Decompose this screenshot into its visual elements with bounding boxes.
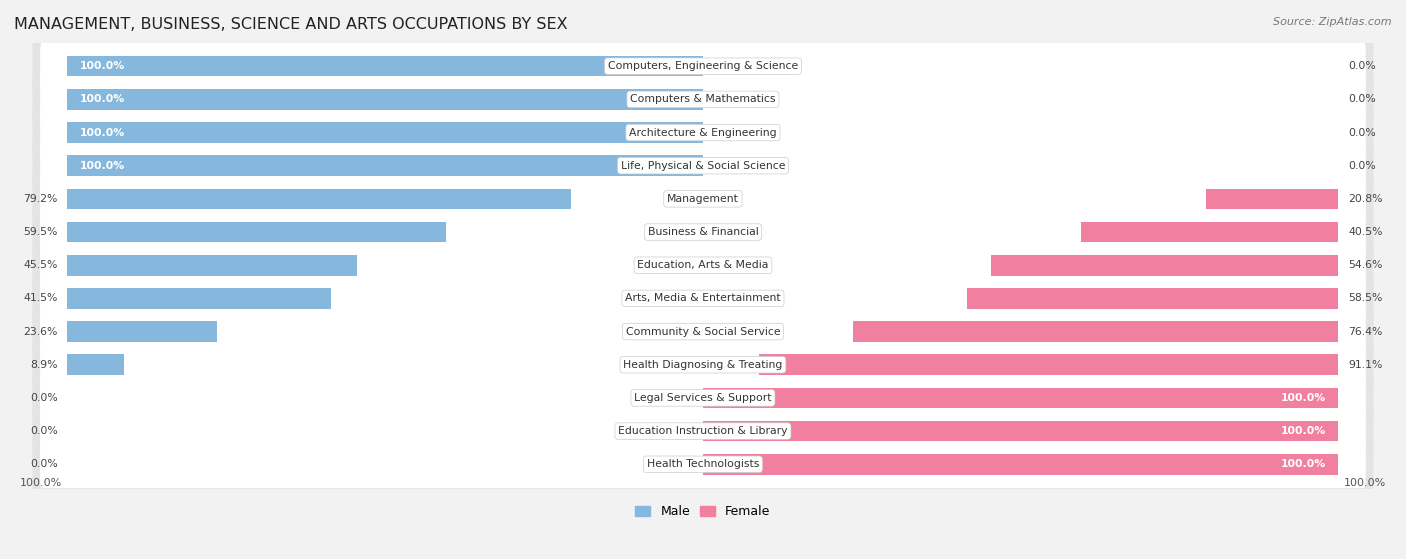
FancyBboxPatch shape: [32, 232, 1374, 299]
Text: 0.0%: 0.0%: [1348, 127, 1375, 138]
Bar: [67, 288, 332, 309]
FancyBboxPatch shape: [32, 66, 1374, 132]
Bar: [853, 321, 1339, 342]
FancyBboxPatch shape: [41, 241, 1365, 289]
Text: 45.5%: 45.5%: [24, 260, 58, 270]
Bar: [67, 155, 703, 176]
FancyBboxPatch shape: [32, 165, 1374, 232]
Text: Management: Management: [666, 194, 740, 204]
Text: 59.5%: 59.5%: [24, 227, 58, 237]
Text: Computers, Engineering & Science: Computers, Engineering & Science: [607, 61, 799, 71]
FancyBboxPatch shape: [41, 341, 1365, 389]
Text: Community & Social Service: Community & Social Service: [626, 326, 780, 337]
FancyBboxPatch shape: [32, 265, 1374, 331]
Text: Education Instruction & Library: Education Instruction & Library: [619, 426, 787, 436]
FancyBboxPatch shape: [41, 75, 1365, 123]
Text: 100.0%: 100.0%: [20, 478, 62, 488]
Text: 0.0%: 0.0%: [1348, 160, 1375, 170]
Text: 100.0%: 100.0%: [1281, 393, 1326, 403]
Bar: [967, 288, 1339, 309]
Text: 100.0%: 100.0%: [1281, 426, 1326, 436]
Text: 100.0%: 100.0%: [80, 127, 125, 138]
Text: Arts, Media & Entertainment: Arts, Media & Entertainment: [626, 293, 780, 304]
FancyBboxPatch shape: [32, 132, 1374, 199]
FancyBboxPatch shape: [32, 33, 1374, 100]
Text: 100.0%: 100.0%: [80, 94, 125, 105]
Bar: [67, 222, 446, 243]
Text: 0.0%: 0.0%: [30, 393, 58, 403]
Text: 100.0%: 100.0%: [80, 160, 125, 170]
FancyBboxPatch shape: [32, 331, 1374, 398]
Text: Computers & Mathematics: Computers & Mathematics: [630, 94, 776, 105]
Text: 0.0%: 0.0%: [1348, 61, 1375, 71]
Bar: [759, 354, 1339, 375]
FancyBboxPatch shape: [32, 364, 1374, 431]
Text: 76.4%: 76.4%: [1348, 326, 1382, 337]
FancyBboxPatch shape: [41, 175, 1365, 222]
Bar: [67, 56, 703, 77]
FancyBboxPatch shape: [32, 398, 1374, 465]
Text: 79.2%: 79.2%: [24, 194, 58, 204]
FancyBboxPatch shape: [32, 299, 1374, 364]
Bar: [703, 421, 1339, 442]
Bar: [1081, 222, 1339, 243]
FancyBboxPatch shape: [41, 208, 1365, 256]
FancyBboxPatch shape: [41, 142, 1365, 190]
Bar: [1206, 188, 1339, 209]
Legend: Male, Female: Male, Female: [630, 500, 776, 523]
Text: 100.0%: 100.0%: [1281, 459, 1326, 469]
Text: 100.0%: 100.0%: [80, 61, 125, 71]
FancyBboxPatch shape: [41, 108, 1365, 157]
Bar: [67, 89, 703, 110]
Text: 0.0%: 0.0%: [30, 426, 58, 436]
Bar: [703, 387, 1339, 408]
Text: Architecture & Engineering: Architecture & Engineering: [628, 127, 776, 138]
Text: 0.0%: 0.0%: [30, 459, 58, 469]
Text: Health Technologists: Health Technologists: [647, 459, 759, 469]
Text: 0.0%: 0.0%: [1348, 94, 1375, 105]
FancyBboxPatch shape: [41, 42, 1365, 90]
FancyBboxPatch shape: [41, 440, 1365, 488]
FancyBboxPatch shape: [41, 274, 1365, 323]
Text: Business & Financial: Business & Financial: [648, 227, 758, 237]
Bar: [67, 321, 218, 342]
FancyBboxPatch shape: [41, 407, 1365, 455]
Text: 58.5%: 58.5%: [1348, 293, 1382, 304]
Bar: [67, 354, 124, 375]
Text: MANAGEMENT, BUSINESS, SCIENCE AND ARTS OCCUPATIONS BY SEX: MANAGEMENT, BUSINESS, SCIENCE AND ARTS O…: [14, 17, 568, 32]
Text: 54.6%: 54.6%: [1348, 260, 1382, 270]
Text: Health Diagnosing & Treating: Health Diagnosing & Treating: [623, 360, 783, 369]
FancyBboxPatch shape: [41, 307, 1365, 356]
FancyBboxPatch shape: [32, 100, 1374, 165]
Text: 40.5%: 40.5%: [1348, 227, 1382, 237]
Text: 20.8%: 20.8%: [1348, 194, 1382, 204]
FancyBboxPatch shape: [41, 374, 1365, 422]
Bar: [703, 454, 1339, 475]
Bar: [67, 188, 571, 209]
FancyBboxPatch shape: [32, 431, 1374, 498]
Text: Source: ZipAtlas.com: Source: ZipAtlas.com: [1274, 17, 1392, 27]
Text: 41.5%: 41.5%: [24, 293, 58, 304]
Text: 8.9%: 8.9%: [31, 360, 58, 369]
Text: Life, Physical & Social Science: Life, Physical & Social Science: [620, 160, 785, 170]
Text: 23.6%: 23.6%: [24, 326, 58, 337]
Text: Education, Arts & Media: Education, Arts & Media: [637, 260, 769, 270]
Text: Legal Services & Support: Legal Services & Support: [634, 393, 772, 403]
Bar: [67, 255, 357, 276]
Bar: [991, 255, 1339, 276]
Bar: [67, 122, 703, 143]
Text: 91.1%: 91.1%: [1348, 360, 1382, 369]
FancyBboxPatch shape: [32, 199, 1374, 265]
Text: 100.0%: 100.0%: [1344, 478, 1386, 488]
